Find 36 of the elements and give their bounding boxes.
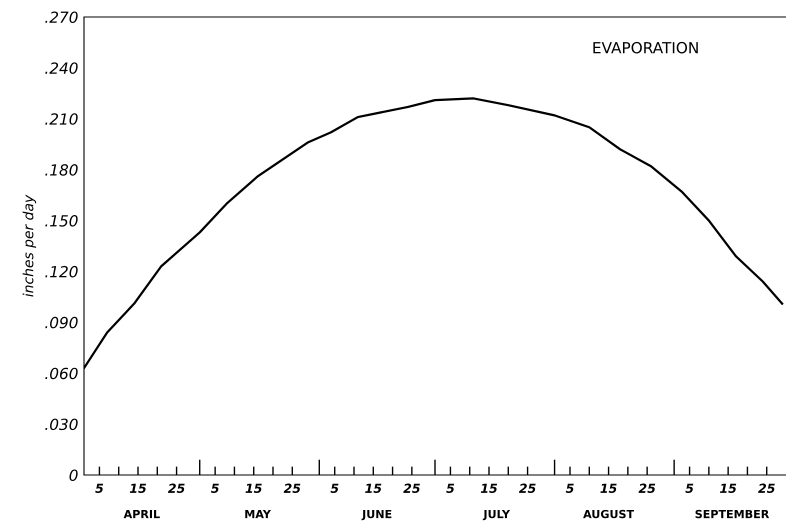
x-tick-label: 5: [330, 484, 338, 494]
y-tick-label: .120: [45, 266, 78, 278]
x-tick-label: 5: [566, 484, 574, 494]
x-tick-label: 25: [638, 484, 656, 494]
x-tick-label: 25: [403, 484, 420, 494]
x2-tick-label: MAY: [245, 510, 271, 518]
x-tick-label: 5: [95, 484, 104, 494]
text: EVAPORATION: [593, 42, 698, 54]
y-tick-label: .090: [45, 316, 78, 328]
x-tick-label: 15: [365, 484, 382, 494]
y-tick-label: 0: [69, 469, 78, 482]
x2-tick-label: APRIL: [124, 510, 160, 518]
x2-tick-label: AUGUST: [583, 510, 634, 518]
x-tick-label: 15: [600, 484, 617, 494]
x-tick-label: 25: [758, 484, 775, 494]
y-axis-title: inches per day: [22, 194, 36, 297]
x-tick-label: 15: [246, 484, 262, 494]
y-tick-label: .240: [45, 62, 78, 74]
x-tick-label: 5: [210, 484, 219, 494]
x-tick-label: 15: [130, 484, 146, 494]
x-tick-label: 25: [518, 484, 536, 494]
y-tick-label: .180: [45, 164, 78, 176]
x-tick-label: 25: [168, 484, 185, 494]
y-tick-label: .150: [45, 215, 78, 227]
x-tick-label: 15: [480, 484, 498, 494]
x-tick-label: 5: [446, 484, 454, 494]
y-tick-label: .270: [45, 11, 78, 24]
y-tick-label: .030: [45, 418, 78, 430]
y-tick-label: .210: [45, 113, 78, 125]
x2-tick-label: JUNE: [361, 510, 392, 520]
x2-tick-label: JULY: [482, 510, 510, 520]
x2-tick-label: SEPTEMBER: [696, 510, 770, 518]
x-tick-label: 5: [685, 484, 694, 494]
x-tick-label: 15: [720, 484, 736, 494]
x-tick-label: 25: [284, 484, 300, 494]
y-tick-label: .060: [45, 368, 78, 380]
